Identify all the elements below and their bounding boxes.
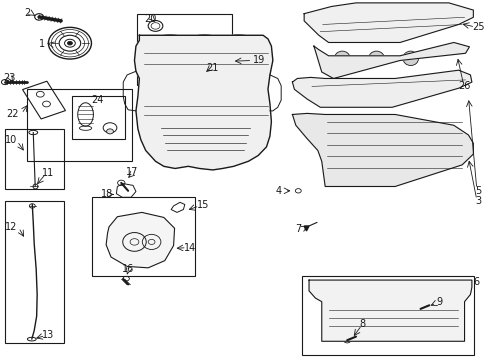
Polygon shape	[106, 212, 174, 268]
Ellipse shape	[334, 51, 349, 66]
Bar	[72, 96, 125, 139]
Ellipse shape	[192, 74, 216, 91]
Polygon shape	[341, 9, 362, 25]
Text: 13: 13	[41, 330, 54, 340]
Bar	[92, 197, 194, 276]
Polygon shape	[399, 9, 421, 25]
Text: 26: 26	[457, 81, 470, 91]
Bar	[27, 89, 132, 161]
Polygon shape	[292, 70, 471, 107]
Text: 19: 19	[252, 55, 265, 66]
Polygon shape	[313, 42, 468, 78]
Text: 1: 1	[39, 39, 44, 49]
Text: 18: 18	[100, 189, 113, 199]
Text: 22: 22	[6, 109, 19, 120]
Text: 20: 20	[144, 14, 157, 24]
Text: 17: 17	[125, 167, 138, 177]
Text: 24: 24	[91, 95, 104, 105]
Text: 10: 10	[4, 135, 17, 145]
Polygon shape	[292, 113, 472, 186]
Ellipse shape	[228, 35, 248, 41]
Polygon shape	[304, 3, 472, 42]
Bar	[302, 276, 473, 355]
Text: 16: 16	[122, 264, 134, 274]
Text: 23: 23	[3, 73, 16, 83]
Polygon shape	[322, 82, 346, 101]
Ellipse shape	[106, 129, 113, 134]
Text: 15: 15	[196, 200, 209, 210]
Bar	[5, 129, 63, 189]
Text: 6: 6	[473, 276, 479, 287]
Text: 12: 12	[4, 222, 17, 232]
Bar	[137, 14, 232, 85]
Polygon shape	[134, 35, 272, 170]
Ellipse shape	[402, 51, 418, 66]
Ellipse shape	[158, 74, 182, 91]
Text: 3: 3	[474, 196, 480, 206]
Polygon shape	[308, 280, 471, 341]
Text: 14: 14	[183, 243, 196, 253]
Bar	[327, 305, 458, 337]
Text: 4: 4	[275, 186, 281, 196]
Text: 7: 7	[295, 224, 301, 234]
Polygon shape	[356, 82, 381, 101]
Text: 11: 11	[41, 168, 54, 178]
Ellipse shape	[160, 35, 180, 41]
Polygon shape	[390, 82, 415, 101]
Ellipse shape	[194, 35, 214, 41]
Text: 25: 25	[471, 22, 484, 32]
Text: 21: 21	[206, 63, 219, 73]
Text: 9: 9	[435, 297, 441, 307]
Polygon shape	[370, 9, 391, 25]
Bar	[5, 201, 63, 343]
Ellipse shape	[226, 74, 250, 91]
Ellipse shape	[368, 51, 384, 66]
Text: 8: 8	[359, 319, 365, 329]
Text: 2: 2	[24, 8, 30, 18]
Text: 5: 5	[474, 186, 480, 196]
Ellipse shape	[67, 41, 72, 45]
